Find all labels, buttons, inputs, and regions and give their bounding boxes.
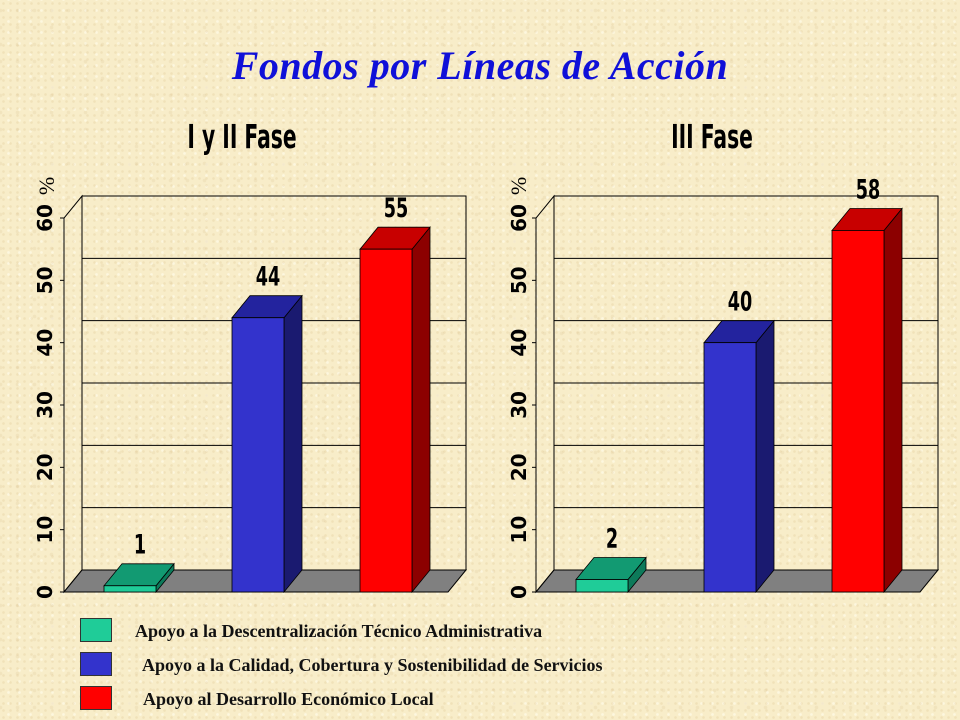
bar-2: [703, 319, 775, 594]
legend-swatch-descentralizacion: [80, 618, 112, 642]
data-label: 58: [856, 175, 880, 206]
chart-1: I y II Fase% 0 10 20 30 40 50 60 1 44 55: [33, 119, 468, 599]
data-label: 1: [134, 530, 146, 561]
data-label: 2: [606, 524, 618, 555]
bar-2: [231, 294, 303, 594]
y-tick-label: 30: [507, 391, 531, 419]
y-tick-label: 10: [507, 516, 531, 544]
bar-front: [703, 342, 757, 593]
bar-side: [883, 207, 903, 594]
y-tick-label: 0: [33, 585, 57, 599]
chart-title: III Fase: [671, 119, 753, 156]
bar-side: [411, 226, 431, 594]
bar-front: [359, 248, 413, 593]
y-axis-label: %: [506, 177, 531, 195]
data-label: 55: [384, 194, 408, 225]
page-title: Fondos por Líneas de Acción: [231, 43, 729, 88]
legend-label-desarrollo-economico: Apoyo al Desarrollo Económico Local: [143, 689, 434, 709]
bar-front: [103, 585, 157, 593]
bar-front: [575, 579, 629, 593]
plot-side-wall: [535, 194, 555, 594]
bar-1: [575, 556, 647, 594]
legend-label-descentralizacion: Apoyo a la Descentralización Técnico Adm…: [135, 621, 543, 641]
y-tick-label: 50: [33, 266, 57, 294]
bar-3: [359, 226, 431, 594]
bar-front: [231, 317, 285, 593]
y-tick-label: 60: [33, 204, 57, 232]
legend-swatch-desarrollo-economico: [80, 686, 112, 710]
y-tick-label: 30: [33, 391, 57, 419]
plot-side-wall: [63, 194, 83, 594]
data-label: 44: [256, 262, 280, 293]
legend-label-calidad-servicios: Apoyo a la Calidad, Cobertura y Sostenib…: [142, 655, 603, 675]
chart-2: III Fase% 0 10 20 30 40 50 60 2 40 58: [506, 119, 940, 599]
y-tick-label: 60: [507, 204, 531, 232]
bar-side: [283, 294, 303, 594]
y-tick-label: 20: [33, 453, 57, 481]
y-tick-label: 0: [507, 585, 531, 599]
y-tick-label: 10: [33, 516, 57, 544]
y-tick-label: 40: [507, 329, 531, 357]
data-label: 40: [728, 287, 752, 318]
y-tick-label: 40: [33, 329, 57, 357]
y-tick-label: 20: [507, 453, 531, 481]
chart-title: I y II Fase: [187, 119, 296, 156]
bar-3: [831, 207, 903, 594]
bar-front: [831, 230, 885, 593]
y-axis-label: %: [34, 177, 59, 195]
bar-1: [103, 562, 175, 594]
legend-swatch-calidad-servicios: [80, 652, 112, 676]
y-tick-label: 50: [507, 266, 531, 294]
bar-side: [755, 319, 775, 594]
